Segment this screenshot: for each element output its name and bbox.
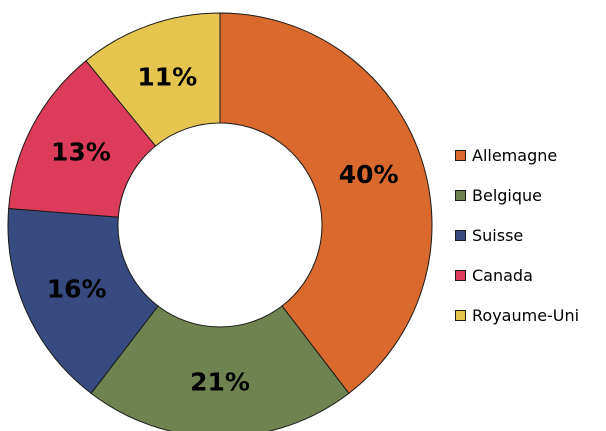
legend-label: Suisse bbox=[472, 225, 524, 245]
data-label-royaume-uni: 11% bbox=[137, 63, 197, 92]
legend-item: Allemagne bbox=[455, 135, 579, 175]
chart-legend: Allemagne Belgique Suisse Canada Royaume-Uni bbox=[455, 135, 579, 335]
slice-allemagne bbox=[219, 12, 433, 395]
data-label-belgique: 21% bbox=[190, 368, 250, 397]
legend-label: Canada bbox=[472, 265, 533, 285]
data-label-allemagne: 40% bbox=[339, 160, 399, 189]
slice-canada bbox=[8, 60, 157, 218]
slice-royaume-uni bbox=[85, 12, 221, 147]
legend-swatch bbox=[455, 149, 466, 161]
legend-item: Royaume-Uni bbox=[455, 295, 579, 335]
legend-label: Allemagne bbox=[472, 145, 558, 165]
legend-item: Belgique bbox=[455, 175, 579, 215]
slice-suisse bbox=[7, 207, 159, 395]
legend-item: Suisse bbox=[455, 215, 579, 255]
legend-label: Belgique bbox=[472, 185, 543, 205]
legend-swatch bbox=[455, 189, 466, 201]
legend-swatch bbox=[455, 229, 466, 241]
legend-label: Royaume-Uni bbox=[472, 305, 580, 325]
slice-belgique bbox=[90, 305, 350, 431]
data-label-canada: 13% bbox=[51, 138, 111, 167]
data-label-suisse: 16% bbox=[47, 275, 107, 304]
legend-swatch bbox=[455, 269, 466, 281]
legend-item: Canada bbox=[455, 255, 579, 295]
legend-swatch bbox=[455, 309, 466, 321]
